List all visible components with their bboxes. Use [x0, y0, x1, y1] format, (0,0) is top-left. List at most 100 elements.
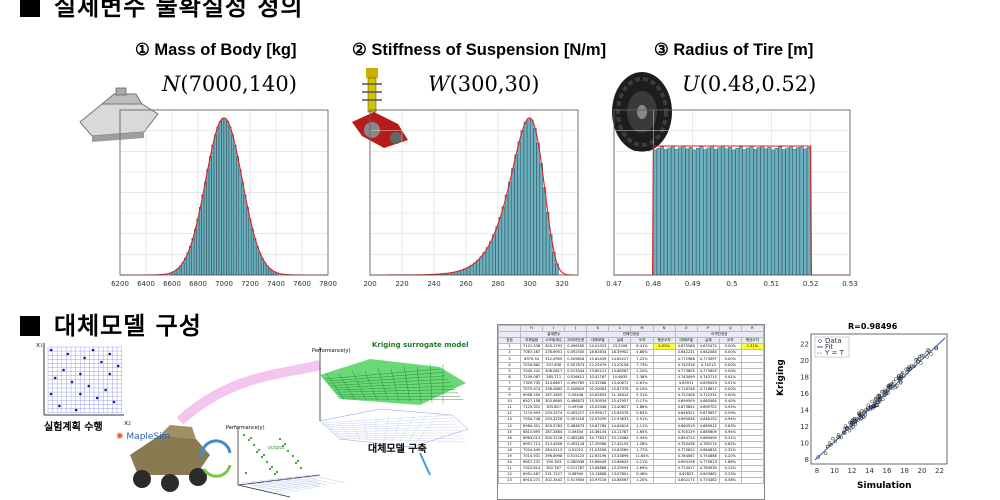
x-tick-label: 260 — [459, 280, 472, 288]
table-cell: 13.40672 — [608, 379, 632, 387]
table-cell: 4.718748 — [674, 385, 698, 394]
regression-point — [833, 439, 838, 444]
table-cell: 4.802171 — [674, 477, 698, 485]
histogram-bar — [764, 148, 768, 276]
table-cell: 18.39902 — [608, 349, 632, 357]
y-tick-label: 12 — [800, 423, 809, 431]
histogram-bar — [678, 147, 682, 276]
table-cell: 10.20063 — [586, 385, 610, 394]
histogram-bar — [681, 145, 686, 276]
table-cell: 4.743499 — [674, 373, 698, 381]
regression-point — [878, 396, 882, 401]
table-cell: 4.699702 — [696, 404, 720, 412]
table-cell: 4.784067 — [674, 452, 698, 461]
histogram-bar — [803, 148, 808, 276]
histogram-bar — [653, 149, 657, 276]
regression-point — [849, 421, 854, 425]
regression-point — [919, 361, 923, 365]
table-cell: 4.693198 — [674, 459, 698, 467]
table-cell: 4.675588 — [674, 343, 698, 351]
table-cell: 13.64888 — [586, 465, 610, 473]
tire-image — [612, 72, 672, 152]
histogram-bar — [685, 148, 690, 276]
table-cell: 0.497416 — [564, 416, 588, 424]
regression-point — [906, 367, 910, 371]
histogram-bar — [671, 146, 675, 276]
histogram-bar — [476, 259, 480, 276]
table-cell: 4.654714 — [674, 434, 698, 442]
regression-point — [921, 354, 926, 358]
histogram-bar — [710, 146, 715, 276]
doe-label: 실험계획 수행 — [44, 422, 103, 433]
regression-point — [917, 354, 922, 359]
cycle-arrows-icon — [200, 439, 232, 478]
regression-point — [887, 385, 892, 389]
table-cell: 18.82634 — [586, 349, 610, 357]
maplesim-logo: ✺ MapleSim — [116, 432, 171, 442]
regression-point — [864, 407, 868, 412]
regression-point — [899, 379, 903, 384]
table-cell: 0.484673 — [564, 422, 588, 430]
histogram-bar — [771, 149, 775, 276]
panel1-distribution: N(7000,140) — [162, 72, 297, 96]
table-cell: 4.675472 — [696, 343, 720, 351]
table-cell: 17.42155 — [608, 440, 632, 448]
histogram-bar — [208, 156, 212, 276]
table-cell: 4.705129 — [674, 428, 698, 436]
y-tick-label: 14 — [800, 407, 809, 415]
histogram-bar — [536, 142, 540, 276]
regression-point — [914, 358, 918, 362]
histogram-bar — [688, 146, 693, 276]
y-tick-label: 22 — [800, 341, 809, 349]
table-cell: 4.722331 — [696, 392, 720, 400]
section1-title: 실제변수 불확실성 정의 — [20, 0, 304, 22]
table-cell: 300.5128 — [542, 434, 566, 442]
regression-point — [875, 394, 880, 399]
regression-point — [853, 422, 858, 427]
table-cell: 7121.538 — [520, 343, 544, 351]
table-cell: 12.25479 — [586, 361, 610, 369]
table-cell: 1.20% — [630, 477, 654, 485]
table-cell: 0.492217 — [564, 410, 588, 418]
histogram-bar — [717, 147, 722, 276]
table-cell: 4.722408 — [674, 392, 698, 400]
regression-point — [874, 403, 879, 407]
y-tick-label: 16 — [800, 390, 809, 398]
regression-point — [895, 384, 899, 388]
histogram-bar — [211, 144, 215, 276]
regression-point — [842, 430, 846, 435]
table-cell: 4.669494 — [696, 434, 720, 442]
panel3-distribution: U(0.48,0.52) — [682, 72, 817, 96]
regression-point — [877, 395, 882, 399]
table-cell: 278.6951 — [542, 349, 566, 357]
histogram-bar — [539, 163, 543, 276]
surrogate-diagram: x₁ x₂ — [36, 341, 469, 498]
table-cell: 10.88567 — [608, 477, 632, 485]
table-cell: 7014.931 — [520, 452, 544, 461]
x-tick-label: 200 — [363, 280, 376, 288]
regression-point — [843, 424, 848, 428]
histogram-bar — [713, 148, 718, 276]
regression-point — [929, 352, 933, 356]
table-cell: 291.7227 — [542, 471, 566, 479]
histogram-bar — [663, 149, 668, 276]
histogram-bar — [674, 148, 679, 276]
table-cell: 6984.301 — [520, 422, 544, 430]
regression-point — [847, 428, 852, 433]
x-tick-label: 7200 — [241, 280, 259, 288]
y-tick-label: 18 — [800, 374, 809, 382]
histogram-bar — [492, 234, 496, 276]
regression-point — [862, 415, 866, 419]
table-cell: 11.03556 — [586, 446, 610, 454]
table-cell: 4.775622 — [674, 446, 698, 454]
regression-point — [894, 377, 898, 381]
table-row: 14 6984.301 303.5783 0.484673 14.67765 14.848… — [498, 422, 764, 430]
table-cell: 4.673657 — [696, 410, 720, 418]
histogram-bar — [485, 247, 490, 276]
histogram-bar — [703, 149, 707, 276]
table-cell: 4.685584 — [696, 398, 720, 406]
regression-point — [823, 451, 828, 456]
histogram-bar — [520, 130, 524, 276]
table-cell: 15.50934 — [586, 398, 610, 406]
table-cell: 6927.158 — [520, 398, 544, 406]
